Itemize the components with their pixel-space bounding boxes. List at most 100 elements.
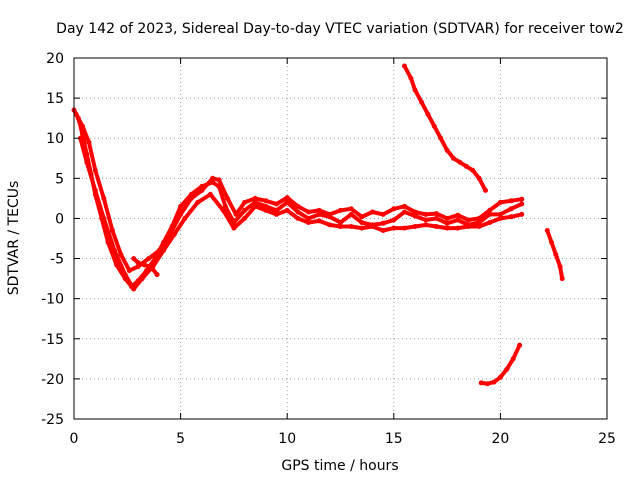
- data-point: [359, 220, 365, 225]
- data-point: [220, 207, 226, 213]
- data-point: [252, 195, 258, 201]
- data-point: [370, 224, 375, 229]
- x-tick-labels: 0 5 10 15 20 25: [70, 431, 616, 447]
- data-point: [252, 203, 258, 209]
- data-point: [470, 167, 476, 173]
- data-point: [216, 177, 222, 183]
- data-point: [465, 224, 471, 229]
- data-point: [316, 211, 322, 217]
- data-point: [412, 87, 418, 93]
- data-point: [178, 211, 184, 217]
- x-tick-label: 20: [491, 431, 509, 447]
- data-point: [295, 215, 301, 221]
- x-tick-label: 0: [70, 431, 79, 447]
- data-point: [225, 195, 230, 201]
- data-point: [412, 224, 418, 229]
- data-point: [476, 215, 482, 221]
- data-point: [559, 276, 565, 282]
- data-point: [497, 211, 503, 217]
- data-point: [73, 111, 79, 117]
- data-point: [242, 207, 248, 213]
- data-point: [274, 201, 279, 207]
- data-point: [92, 187, 98, 193]
- data-point: [508, 214, 514, 220]
- data-point: [412, 213, 418, 219]
- data-point: [391, 217, 397, 223]
- data-point: [122, 272, 128, 278]
- data-point: [101, 195, 107, 201]
- data-point: [519, 211, 525, 217]
- y-tick-label: -10: [41, 292, 64, 308]
- data-point: [359, 225, 365, 231]
- data-point: [380, 220, 386, 226]
- y-tick-label: -20: [41, 372, 64, 388]
- data-point: [306, 209, 311, 215]
- data-point: [487, 220, 493, 225]
- data-point: [114, 262, 120, 268]
- data-point: [425, 111, 431, 117]
- data-point: [444, 225, 450, 231]
- data-point: [465, 217, 471, 223]
- data-point: [433, 215, 439, 221]
- y-tick-label: -5: [50, 252, 64, 268]
- data-point: [263, 207, 269, 213]
- data-point: [141, 262, 147, 268]
- data-point: [444, 220, 450, 226]
- data-point: [497, 215, 503, 221]
- y-tick-label: 15: [46, 91, 64, 107]
- y-tick-label: 20: [46, 51, 64, 67]
- ticks: [73, 57, 608, 420]
- data-point: [451, 155, 456, 161]
- data-point: [263, 198, 269, 204]
- data-point: [80, 123, 85, 129]
- data-point: [242, 215, 248, 221]
- data-point: [423, 211, 429, 217]
- data-point: [338, 220, 343, 225]
- data-point: [485, 381, 491, 387]
- plot-frame: [73, 57, 608, 420]
- data-point: [433, 211, 439, 217]
- data-point: [380, 228, 386, 233]
- x-tick-label: 25: [598, 431, 616, 447]
- data-point: [423, 222, 429, 228]
- y-axis-label: SDTVAR / TECUs: [6, 181, 22, 296]
- data-point: [476, 175, 482, 181]
- y-tick-label: -15: [41, 332, 64, 348]
- data-point: [423, 217, 429, 223]
- data-point: [487, 207, 493, 213]
- data-point: [109, 228, 115, 233]
- data-point: [316, 218, 322, 224]
- data-point: [327, 222, 333, 228]
- data-point: [348, 211, 354, 217]
- data-point: [463, 163, 469, 169]
- data-point: [154, 272, 160, 278]
- data-point: [519, 201, 525, 207]
- data-point: [419, 99, 424, 105]
- data-point: [359, 214, 365, 220]
- data-point: [295, 209, 301, 215]
- data-point: [483, 187, 488, 193]
- data-point: [295, 203, 301, 209]
- data-point: [210, 175, 216, 181]
- data-point: [431, 123, 437, 129]
- data-point: [316, 207, 322, 213]
- data-point: [444, 215, 450, 221]
- y-tick-label: 5: [55, 171, 64, 187]
- data-point: [444, 147, 450, 153]
- data-point: [263, 203, 269, 209]
- data-point: [131, 256, 137, 262]
- y-tick-label: 10: [46, 131, 64, 147]
- data-point: [222, 203, 228, 209]
- data-point: [402, 63, 407, 69]
- data-point: [135, 260, 141, 266]
- data-point: [391, 206, 397, 212]
- x-tick-label: 10: [278, 431, 296, 447]
- data-point: [207, 191, 213, 197]
- data-point: [455, 217, 461, 223]
- series-group: [71, 63, 565, 387]
- data-point: [126, 268, 132, 274]
- data-point: [402, 225, 407, 231]
- data-point: [231, 225, 237, 231]
- data-point: [348, 224, 354, 229]
